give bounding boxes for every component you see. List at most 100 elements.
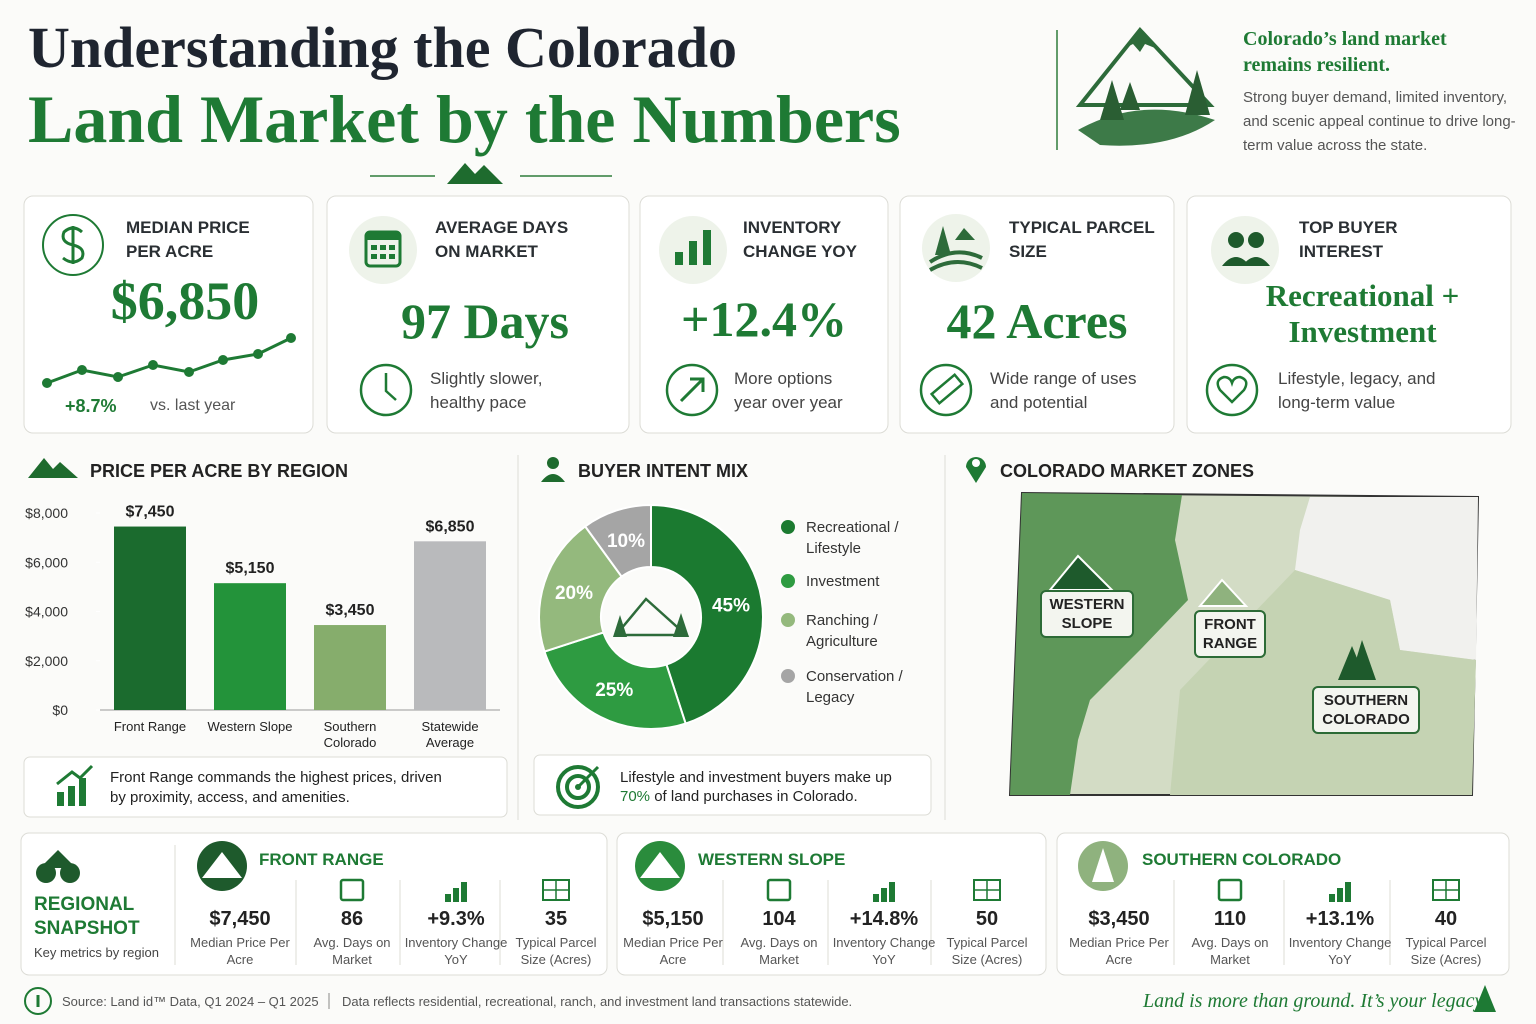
snapshot-subtitle: Key metrics by region <box>34 945 159 960</box>
metric-label: Avg. Days on Market <box>313 935 391 967</box>
kpi-label: AVERAGE DAYS ON MARKET <box>435 218 569 261</box>
footer-note: Data reflects residential, recreational,… <box>342 994 853 1009</box>
metric-icon <box>1329 894 1335 902</box>
y-tick-label: $8,000 <box>25 505 68 521</box>
metric-icon <box>543 880 569 900</box>
metric-icon <box>339 878 365 902</box>
metric-value: +9.3% <box>427 908 485 930</box>
kpi-value: Recreational + Investment <box>1265 278 1460 349</box>
metric-value: 104 <box>762 908 796 930</box>
note-highlight: 70% <box>620 788 651 805</box>
bar-value-label: $6,850 <box>426 518 475 535</box>
metric-icon <box>445 894 451 902</box>
kpi-value: 42 Acres <box>946 293 1128 349</box>
legend-label: Recreational / Lifestyle <box>806 519 899 557</box>
note-text: of land purchases in Colorado. <box>654 788 858 805</box>
pie-center-icon <box>613 597 690 637</box>
title-line2: Land Market by the Numbers <box>28 81 901 157</box>
metric-icon <box>1345 882 1351 902</box>
bar <box>214 583 286 710</box>
kpi-change: +8.7% <box>65 396 117 416</box>
bar <box>314 625 386 710</box>
metric-icon <box>766 878 792 902</box>
footer-source: Source: Land id™ Data, Q1 2024 – Q1 2025 <box>62 994 319 1009</box>
legend-label: Ranching / Agriculture <box>806 612 878 650</box>
metric-label: Typical Parcel Size (Acres) <box>946 935 1028 967</box>
bar-value-label: $5,150 <box>226 560 275 577</box>
region-name: FRONT RANGE <box>259 850 384 869</box>
kpi-value: 97 Days <box>400 293 570 349</box>
metric-value: $5,150 <box>642 908 704 930</box>
legend-swatch <box>781 574 795 588</box>
description: Strong buyer demand, limited inventory, … <box>1243 89 1516 154</box>
y-tick-label: $6,000 <box>25 554 68 570</box>
metric-label: Inventory Change YoY <box>404 935 508 967</box>
metric-label: Median Price Per Acre <box>190 935 290 967</box>
pie-slice <box>543 631 687 730</box>
slice-label: 45% <box>712 595 750 616</box>
slice-label: 20% <box>555 583 593 604</box>
y-tick-label: $0 <box>52 702 68 718</box>
kpi-note: Lifestyle, legacy, and long-term value <box>1278 369 1436 412</box>
metric-value: $3,450 <box>1088 908 1150 930</box>
tagline: Colorado’s land market remains resilient… <box>1243 28 1447 76</box>
chart-note: Front Range commands the highest prices,… <box>110 769 442 806</box>
region-name: WESTERN SLOPE <box>698 850 846 869</box>
metric-label: Median Price Per Acre <box>1069 935 1169 967</box>
x-tick-label: Southern Colorado <box>323 719 377 750</box>
region-name: SOUTHERN COLORADO <box>1142 850 1342 869</box>
metric-icon <box>461 882 467 902</box>
legend-swatch <box>781 669 795 683</box>
metric-value: $7,450 <box>209 908 271 930</box>
metric-label: Avg. Days on Market <box>1191 935 1269 967</box>
metric-label: Typical Parcel Size (Acres) <box>515 935 597 967</box>
y-tick-label: $2,000 <box>25 653 68 669</box>
chart-note: Lifestyle and investment buyers make up … <box>620 768 920 806</box>
section-title: COLORADO MARKET ZONES <box>1000 461 1254 481</box>
map-zone-label: FRONT RANGE <box>1194 610 1266 658</box>
metric-label: Inventory Change YoY <box>1288 935 1392 967</box>
kpi-note: Wide range of uses and potential <box>990 369 1137 412</box>
kpi-label: TOP BUYER INTEREST <box>1299 218 1398 261</box>
kpi-label: INVENTORY CHANGE YOY <box>743 218 857 261</box>
kpi-note: Slightly slower, healthy pace <box>430 369 543 412</box>
metric-value: 35 <box>544 908 568 930</box>
map-zone-label: SOUTHERN COLORADO <box>1312 686 1420 734</box>
title-line1: Understanding the Colorado <box>28 15 737 80</box>
map-zone-label: WESTERN SLOPE <box>1040 590 1134 638</box>
metric-value: 50 <box>975 908 999 930</box>
bar-value-label: $3,450 <box>326 602 375 619</box>
slice-label: 10% <box>607 531 645 552</box>
pie-center-trees <box>613 613 689 637</box>
metric-value: 40 <box>1434 908 1458 930</box>
metric-label: Median Price Per Acre <box>623 935 723 967</box>
x-tick-label: Western Slope <box>207 719 293 734</box>
footer-slogan: Land is more than ground. It’s your lega… <box>1143 990 1488 1012</box>
legend-label: Investment <box>806 573 880 590</box>
section-title: PRICE PER ACRE BY REGION <box>90 461 349 481</box>
x-tick-label: Statewide Average <box>421 719 479 750</box>
metric-value: +14.8% <box>849 908 919 930</box>
bar <box>114 526 186 710</box>
metric-value: 86 <box>340 908 364 930</box>
section-title: BUYER INTENT MIX <box>578 461 749 481</box>
snapshot-title: REGIONAL SNAPSHOT <box>34 894 140 939</box>
metric-icon <box>873 894 879 902</box>
metric-icon <box>889 882 895 902</box>
metric-icon <box>974 880 1000 900</box>
kpi-note: vs. last year <box>150 397 236 414</box>
slice-label: 25% <box>595 680 633 701</box>
legend-label: Conservation / Legacy <box>806 668 903 706</box>
metric-icon <box>1337 888 1343 902</box>
metric-label: Avg. Days on Market <box>740 935 818 967</box>
pie-slice <box>538 524 624 653</box>
metric-icon <box>1217 878 1243 902</box>
kpi-note: More options year over year <box>734 369 843 412</box>
kpi-label: TYPICAL PARCEL SIZE <box>1009 218 1155 261</box>
bar-value-label: $7,450 <box>126 504 175 521</box>
kpi-label: MEDIAN PRICE PER ACRE <box>126 218 250 261</box>
pie-slice <box>583 503 652 578</box>
bar <box>414 541 486 710</box>
kpi-value: +12.4% <box>681 291 847 347</box>
kpi-value: $6,850 <box>110 271 260 331</box>
